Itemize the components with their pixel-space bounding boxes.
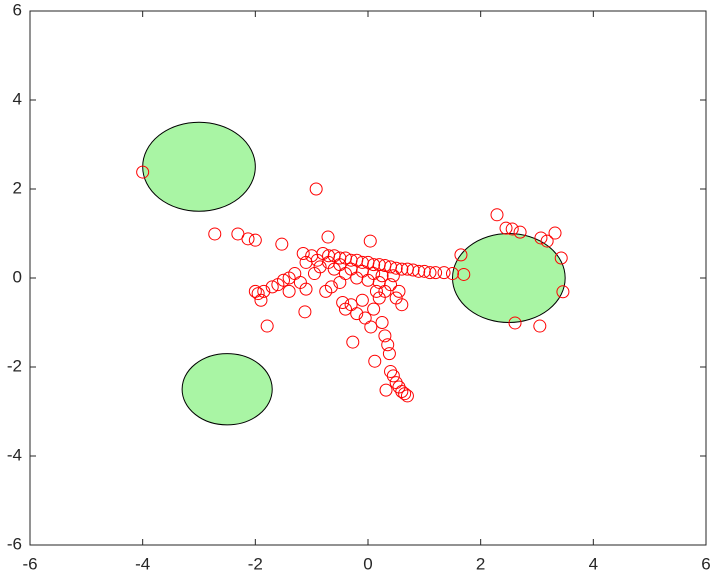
point (378, 329, 392, 343)
point (389, 261, 403, 275)
y-tick-label: 4 (13, 89, 22, 108)
y-tick-label: 2 (13, 178, 22, 197)
point (386, 369, 400, 383)
y-tick-label: 0 (13, 267, 22, 286)
plot-area (29, 10, 707, 546)
point (275, 237, 289, 251)
point (375, 316, 389, 329)
point (369, 284, 383, 298)
point (321, 230, 335, 244)
point (298, 305, 312, 319)
point (363, 234, 377, 248)
y-tick-label: -4 (7, 445, 22, 464)
point (554, 251, 568, 265)
point (437, 266, 451, 280)
point (533, 319, 547, 333)
point (457, 267, 471, 281)
point (254, 293, 268, 307)
point (446, 267, 459, 281)
point (454, 248, 468, 262)
point (406, 263, 420, 277)
y-tick-label: -2 (7, 356, 22, 375)
point (375, 269, 389, 283)
point (346, 335, 360, 349)
point (429, 266, 443, 280)
point (367, 258, 381, 272)
obstacle (181, 353, 273, 426)
point (499, 221, 513, 235)
y-tick-label: 6 (13, 0, 22, 19)
point (505, 222, 519, 236)
point (381, 338, 395, 352)
point (271, 278, 285, 292)
point (382, 347, 396, 361)
point (367, 302, 381, 316)
point (307, 267, 321, 281)
point (423, 266, 437, 280)
point (386, 269, 400, 283)
x-tick-label: 4 (589, 554, 598, 573)
point (392, 284, 406, 298)
point (296, 247, 310, 261)
point (282, 284, 296, 298)
x-tick-label: 2 (476, 554, 485, 573)
point (257, 284, 271, 298)
point (400, 389, 414, 403)
point (556, 285, 570, 299)
point (305, 249, 319, 263)
x-tick-label: -4 (135, 554, 150, 573)
point (395, 298, 409, 312)
point (260, 319, 274, 333)
point (513, 225, 527, 239)
point (384, 278, 398, 292)
point (379, 383, 393, 397)
point (384, 364, 398, 378)
point (350, 307, 364, 321)
point (241, 232, 255, 246)
point (324, 280, 338, 294)
point (548, 226, 562, 240)
point (417, 264, 431, 278)
y-tick-label: -6 (7, 534, 22, 553)
point (282, 271, 296, 285)
point (336, 295, 350, 309)
point (534, 231, 548, 245)
point (251, 287, 265, 301)
x-tick-label: -2 (248, 554, 263, 573)
point (248, 233, 262, 247)
point (265, 280, 279, 294)
point (364, 320, 378, 334)
point (540, 234, 554, 248)
point (333, 275, 347, 289)
point (355, 293, 369, 307)
x-tick-label: 0 (363, 554, 372, 573)
point (412, 264, 426, 278)
point (309, 182, 323, 196)
point (136, 165, 150, 179)
point (368, 354, 382, 368)
point (490, 208, 504, 222)
point (395, 262, 409, 276)
point (299, 282, 313, 296)
point (398, 387, 412, 401)
point (508, 316, 522, 330)
x-tick-label: 6 (701, 554, 710, 573)
obstacle (142, 121, 256, 212)
x-tick-label: -6 (22, 554, 37, 573)
point (208, 227, 222, 241)
